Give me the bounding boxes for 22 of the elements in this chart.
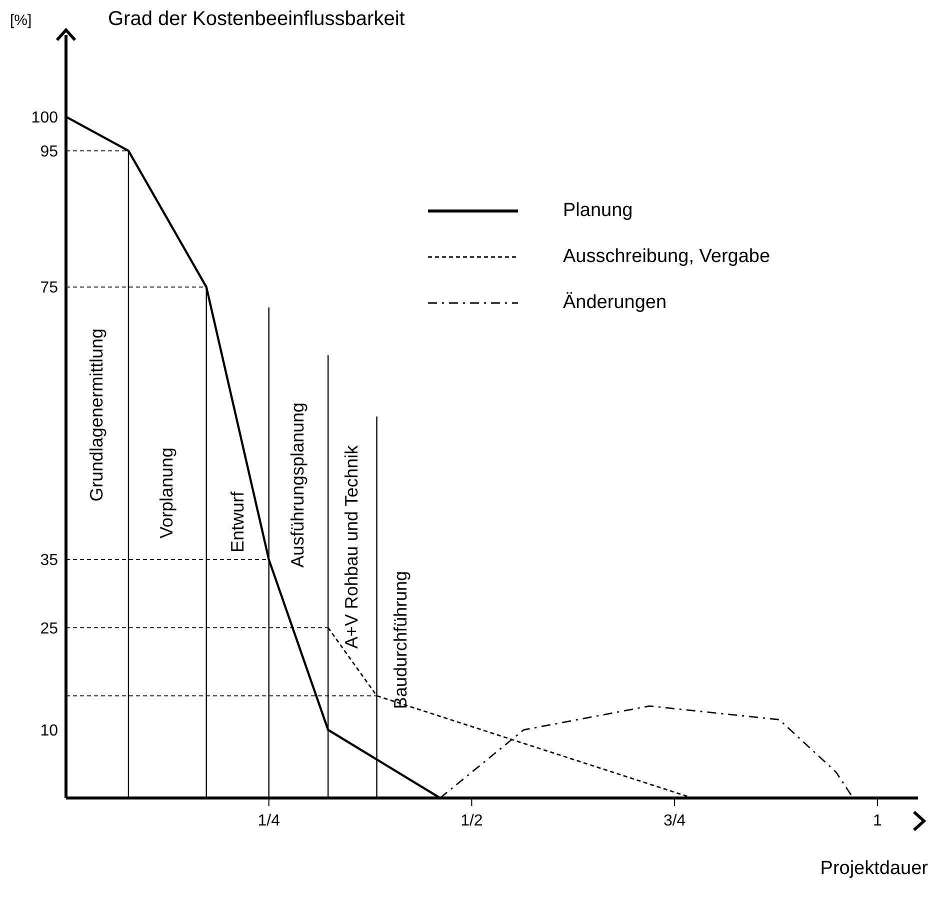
annotation: Vorplanung <box>156 447 178 539</box>
legend-label: Planung <box>563 200 633 222</box>
x-tick-label: 1/2 <box>460 812 483 830</box>
y-tick-label: 10 <box>40 722 58 740</box>
y-tick-label: 35 <box>40 552 58 570</box>
annotation: Ausführungsplanung <box>288 402 309 568</box>
x-tick-label: 3/4 <box>663 812 686 830</box>
y-tick-label: 75 <box>40 280 58 297</box>
chart-title: Grad der Kostenbeeinflussbarkeit <box>108 8 405 31</box>
y-tick-label: 25 <box>40 620 58 638</box>
legend-label: Änderungen <box>563 292 667 314</box>
annotation: Baudurchführung <box>390 570 412 710</box>
y-axis-title: [%] <box>10 12 32 29</box>
legend-label: Ausschreibung, Vergabe <box>563 246 770 268</box>
x-tick-label: 1 <box>872 812 882 830</box>
x-tick-label: 1/4 <box>258 812 280 830</box>
annotation: A+V Rohbau und Technik <box>342 445 363 649</box>
x-axis-title: Projektdauer <box>820 858 928 880</box>
annotation: Grundlagenermittlung <box>86 328 108 502</box>
y-tick-label: 100 <box>31 109 58 126</box>
annotation: Entwurf <box>227 491 248 553</box>
y-tick-label: 95 <box>40 143 58 160</box>
